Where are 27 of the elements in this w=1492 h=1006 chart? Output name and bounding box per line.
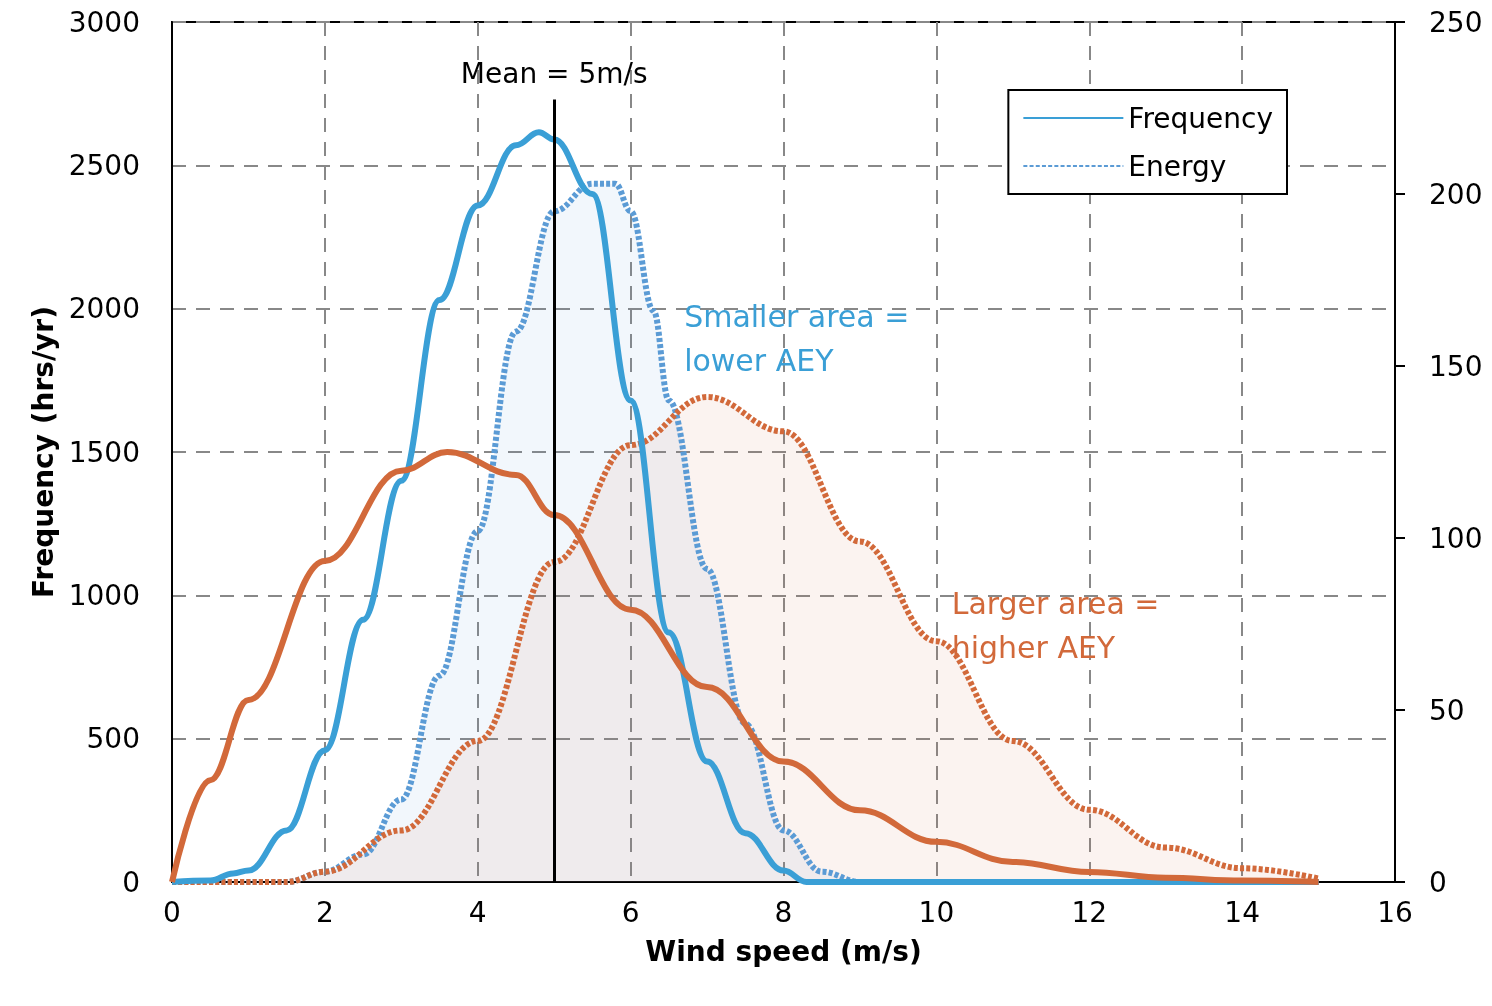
y-axis-title: Frequency (hrs/yr) (26, 306, 60, 598)
y2-tick-label: 100 (1429, 521, 1483, 555)
ref-line-label: Mean = 5m/s (460, 56, 648, 90)
x-tick-label: 4 (468, 895, 487, 929)
x-tick-label: 0 (163, 895, 181, 929)
y2-tick-label: 200 (1429, 177, 1483, 211)
x-tick-label: 8 (774, 895, 793, 929)
y2-tick-label: 250 (1429, 5, 1483, 39)
x-tick-label: 14 (1224, 895, 1260, 929)
y2-tick-label: 0 (1429, 865, 1447, 899)
y-tick-label: 2000 (68, 292, 140, 326)
x-tick-label: 6 (621, 895, 640, 929)
y-tick-label: 2500 (68, 148, 140, 182)
x-tick-label: 10 (918, 895, 955, 929)
x-tick-label: 12 (1071, 895, 1108, 929)
legend-label: Frequency (1128, 101, 1274, 135)
x-tick-label: 16 (1377, 895, 1413, 929)
y2-tick-label: 50 (1429, 693, 1465, 727)
y-tick-label: 1000 (68, 578, 140, 612)
y-tick-label: 1500 (68, 435, 140, 469)
y-tick-label: 0 (122, 865, 140, 899)
y-tick-label: 500 (86, 722, 140, 756)
y-tick-label: 3000 (68, 5, 140, 39)
y2-tick-label: 150 (1429, 349, 1483, 383)
legend-label: Energy (1128, 149, 1227, 183)
x-axis-title: Wind speed (m/s) (645, 934, 922, 968)
x-tick-label: 2 (315, 895, 334, 929)
